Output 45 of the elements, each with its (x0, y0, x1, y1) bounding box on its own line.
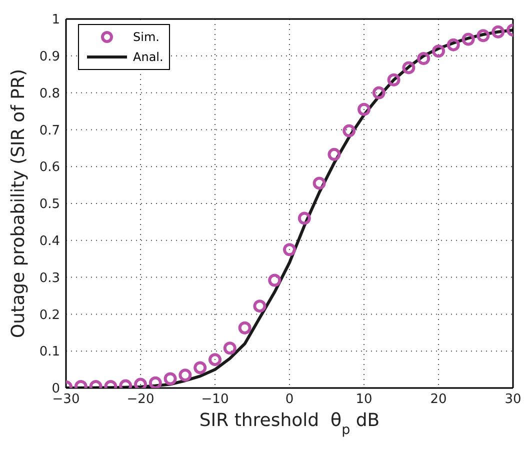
point (417, 52, 430, 65)
point (134, 378, 147, 388)
point (358, 102, 370, 116)
point (372, 86, 386, 100)
point (432, 44, 445, 58)
x-tick-label: 0 (285, 392, 294, 408)
x-tick-label: 30 (504, 392, 522, 408)
point (342, 124, 356, 138)
x-tick-label: −10 (201, 392, 229, 408)
x-tick-label: 10 (356, 392, 372, 408)
legend-label: Anal. (133, 50, 164, 64)
legend-label: Sim. (133, 30, 160, 44)
x-tick-label: −20 (126, 392, 154, 408)
point (208, 353, 222, 366)
point (268, 274, 282, 287)
y-tick-label: 0.3 (39, 270, 60, 286)
point (446, 38, 460, 52)
y-tick-label: 0.9 (39, 50, 60, 65)
point (492, 25, 505, 38)
point (194, 361, 207, 374)
y-tick-label: 0.8 (39, 86, 60, 102)
y-tick-label: 0.6 (39, 160, 60, 176)
y-tick-label: 0.5 (39, 197, 60, 212)
point (476, 29, 490, 42)
y-tick-label: 0.7 (39, 123, 60, 138)
x-axis-title: SIR threshold θ$_{p}$ dB (199, 410, 380, 438)
y-tick-label: 0.1 (39, 344, 60, 360)
point (462, 32, 475, 46)
x-tick-label: 20 (430, 392, 447, 408)
point (253, 300, 266, 313)
y-tick-label: 0.4 (39, 234, 60, 250)
point (312, 176, 326, 190)
point (223, 342, 236, 355)
point (164, 372, 177, 386)
point (238, 321, 252, 334)
point (328, 148, 341, 161)
point (178, 368, 192, 382)
point (387, 73, 400, 86)
point (402, 61, 416, 74)
y-tick-label: 1 (52, 12, 60, 28)
y-tick-label: 0.2 (39, 308, 60, 323)
point (283, 243, 296, 256)
y-axis-title: Outage probability (SIR of PR) (8, 68, 29, 338)
point (148, 376, 162, 388)
point (298, 212, 311, 225)
